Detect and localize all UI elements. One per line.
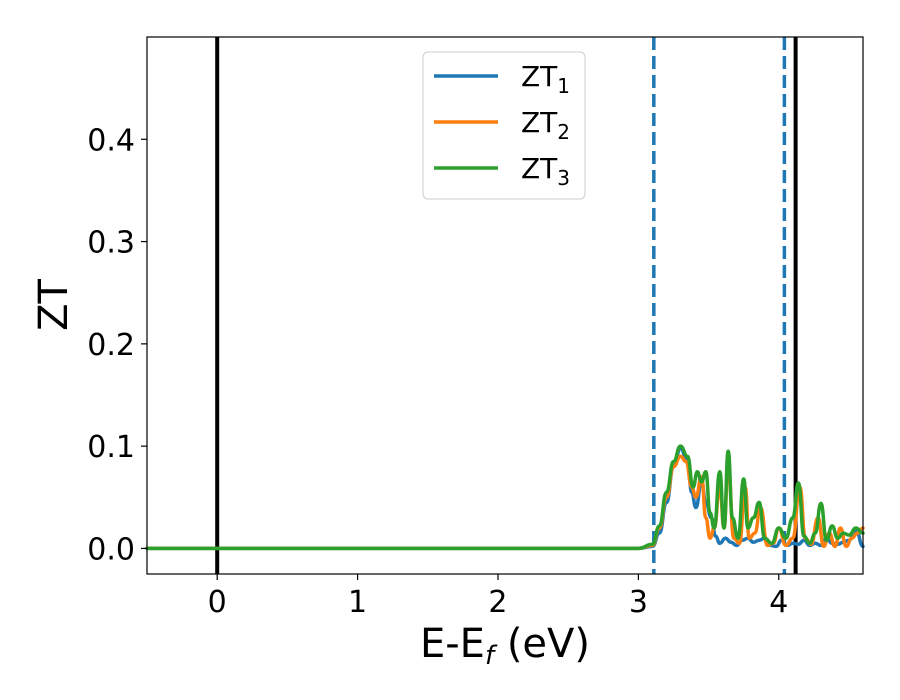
y-tick-label: 0.0: [87, 532, 135, 567]
y-ticks: 0.0 0.1 0.2 0.3 0.4: [87, 123, 147, 567]
legend-label-2: ZT2: [521, 106, 570, 144]
x-tick-label: 0: [208, 585, 227, 620]
x-tick-label: 1: [348, 585, 367, 620]
legend-label-1: ZT1: [521, 60, 570, 98]
x-ticks: 0 1 2 3 4: [208, 574, 788, 620]
y-tick-label: 0.2: [87, 328, 135, 363]
x-tick-label: 2: [488, 585, 507, 620]
y-tick-label: 0.1: [87, 430, 135, 465]
legend: ZT1 ZT2 ZT3: [422, 51, 586, 200]
y-tick-label: 0.3: [87, 226, 135, 261]
plot-frame: [146, 36, 864, 575]
series-layer: [145, 444, 865, 551]
x-axis-label: E-Ef (eV): [420, 621, 590, 671]
series-line-2: [145, 454, 865, 551]
x-tick-label: 3: [629, 585, 648, 620]
y-axis-label: ZT: [31, 279, 77, 331]
legend-label-3: ZT3: [521, 152, 570, 190]
y-tick-label: 0.4: [87, 123, 135, 158]
x-tick-label: 4: [769, 585, 788, 620]
vertical-lines: [215, 37, 798, 574]
series-line-3: [145, 444, 865, 551]
legend-box: [422, 51, 586, 200]
